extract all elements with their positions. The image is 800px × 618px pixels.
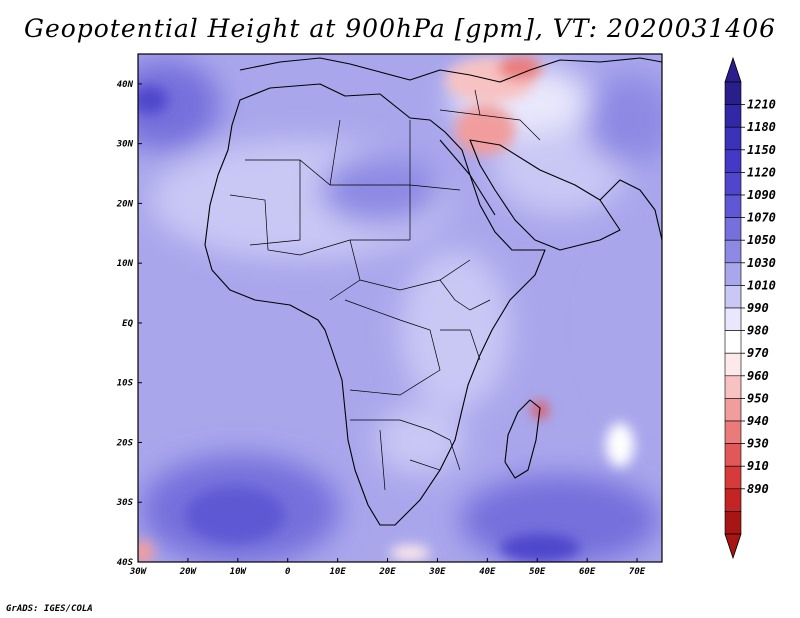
colorbar-label: 960 (747, 369, 769, 383)
low-core-mideast-2 (455, 105, 515, 155)
lon-label: 10E (329, 567, 346, 577)
colorbar-label: 1030 (747, 256, 776, 270)
colorbar-swatch (724, 126, 742, 151)
border-mideast (439, 89, 541, 141)
colorbar-swatch (724, 488, 742, 512)
colorbar-swatch (724, 375, 742, 399)
core-natl (138, 86, 168, 114)
lat-label: 10S (117, 379, 134, 389)
country-borders (229, 89, 541, 501)
high-region-ocean-e (600, 250, 662, 410)
border-congo (344, 299, 441, 396)
colorbar-label: 1090 (747, 188, 776, 202)
europe-coastline (239, 57, 662, 83)
colorbar-label: 930 (747, 437, 769, 451)
border-central (329, 239, 471, 301)
colorbar-swatch (724, 172, 742, 196)
colorbar-swatch (724, 465, 742, 490)
colorbar: 1210 1180 1150 1120 1090 1070 1050 1030 1010 990 9… (724, 56, 776, 560)
colorbar-label: 940 (747, 414, 769, 428)
core-satl (185, 487, 285, 543)
border-east (439, 279, 491, 361)
core-sind (500, 534, 580, 562)
colorbar-swatch (724, 262, 742, 286)
lat-label: 40N (117, 80, 134, 90)
lon-label: 0 (285, 567, 291, 577)
colorbar-swatch (724, 511, 742, 535)
colorbar-swatch (724, 443, 742, 467)
colorbar-label: 970 (747, 346, 769, 360)
colorbar-swatch (724, 239, 742, 264)
border-sahara-3 (329, 119, 461, 191)
lat-label: 20N (116, 199, 134, 209)
latitude-axis: 40N 30N 20N 10N EQ 10S 20S 30S 40S (116, 80, 142, 568)
lon-label: 10W (230, 567, 248, 577)
colorbar-swatch (724, 398, 742, 422)
colorbar-label: 950 (747, 391, 769, 405)
chart-title: Geopotential Height at 900hPa [gpm], VT:… (23, 14, 777, 43)
colorbar-swatch (724, 352, 742, 377)
colorbar-swatch (724, 307, 742, 331)
high-region-asia (585, 75, 662, 165)
colorbar-label: 1050 (747, 233, 776, 247)
lon-label: 30E (428, 567, 446, 577)
colorbar-swatch (724, 420, 742, 444)
lon-label: 30W (129, 567, 148, 577)
lon-label: 20W (179, 567, 198, 577)
colorbar-label: 910 (747, 459, 769, 473)
lat-label: 40S (117, 558, 134, 568)
low-core-sw (138, 540, 154, 562)
colorbar-label: 980 (747, 324, 769, 338)
border-south-2 (379, 429, 441, 501)
lat-label: 30S (116, 498, 134, 508)
red-sea (439, 139, 496, 216)
high-region-natl (138, 60, 220, 150)
map-frame (137, 53, 663, 563)
colorbar-top-arrow (724, 56, 742, 83)
lon-label: 40E (479, 567, 496, 577)
low-core-south (390, 545, 430, 561)
longitude-axis: 30W 20W 10W 0 10E 20E 30E 40E 50E 60E 70E (129, 558, 646, 577)
low-core-indian-ocean (606, 423, 634, 467)
low-region-southafrica (375, 405, 465, 475)
high-region-sahel (320, 155, 440, 225)
colorbar-label: 1010 (747, 278, 776, 292)
lat-label: 10N (117, 259, 134, 269)
lon-label: 70E (629, 567, 646, 577)
colorbar-bottom-arrow (724, 533, 742, 560)
colorbar-swatch (724, 194, 742, 218)
low-core-mideast-3 (498, 56, 542, 80)
colorbar-label: 1120 (747, 165, 776, 179)
colorbar-label: 1180 (747, 120, 776, 134)
colorbar-label: 1070 (747, 211, 776, 225)
colorbar-swatch (724, 104, 742, 128)
lon-label: 20E (378, 567, 396, 577)
arabia-coastline (469, 139, 621, 251)
border-sahara-2 (249, 160, 301, 246)
colorbar-swatch (724, 149, 742, 173)
asia-coastline (599, 179, 662, 241)
height-field (138, 54, 662, 562)
grads-credit: GrADS: IGES/COLA (6, 604, 93, 614)
colorbar-swatch (724, 217, 742, 241)
lat-label: 20S (116, 438, 134, 448)
colorbar-label: 1210 (747, 98, 776, 112)
colorbar-label: 990 (747, 301, 769, 315)
lat-label: 30N (116, 140, 134, 150)
border-south-1 (350, 419, 461, 471)
colorbar-swatch (724, 285, 742, 309)
colorbar-swatch (724, 81, 742, 105)
madagascar-coastline (504, 399, 541, 479)
lon-label: 50E (529, 567, 546, 577)
border-west (229, 194, 410, 256)
colorbar-swatch (724, 330, 742, 354)
colorbar-label: 890 (747, 482, 769, 496)
lat-label: EQ (122, 319, 133, 329)
colorbar-label: 1150 (747, 143, 776, 157)
lon-label: 60E (579, 567, 596, 577)
